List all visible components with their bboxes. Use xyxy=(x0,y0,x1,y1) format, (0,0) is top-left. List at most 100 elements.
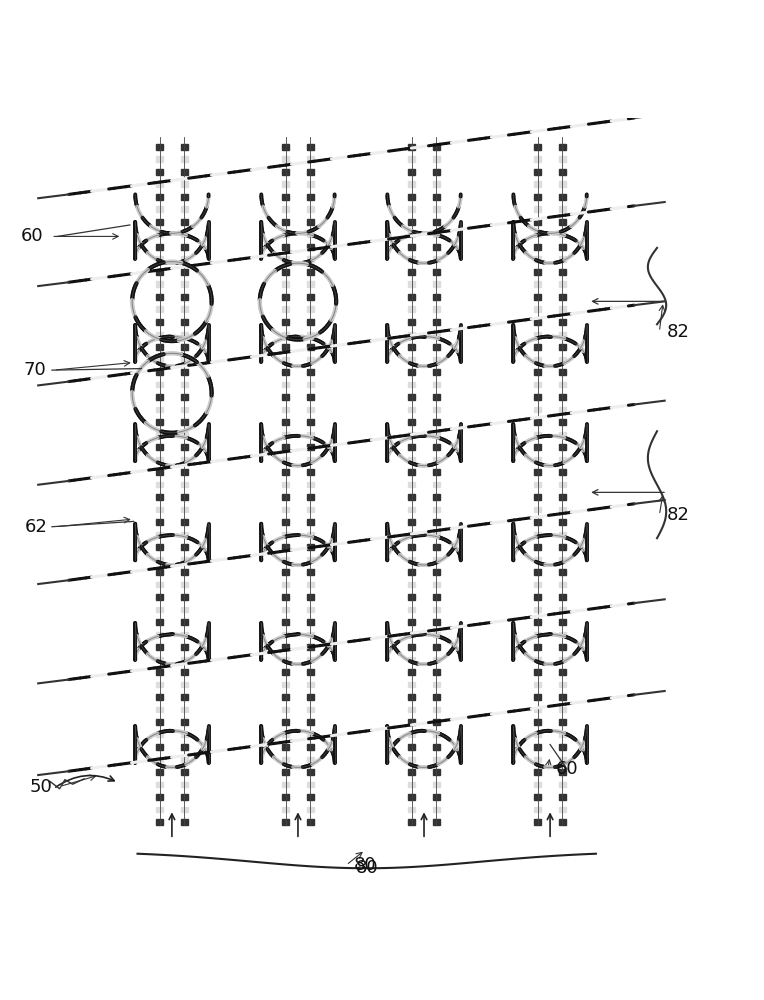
Polygon shape xyxy=(282,807,289,812)
Polygon shape xyxy=(433,256,440,262)
Polygon shape xyxy=(156,394,163,400)
Polygon shape xyxy=(156,682,163,687)
Polygon shape xyxy=(433,582,440,587)
Polygon shape xyxy=(282,644,289,650)
Polygon shape xyxy=(408,382,415,387)
Polygon shape xyxy=(282,244,289,250)
Polygon shape xyxy=(307,694,314,700)
Polygon shape xyxy=(433,644,440,650)
Polygon shape xyxy=(559,181,566,187)
Polygon shape xyxy=(408,682,415,687)
Polygon shape xyxy=(408,707,415,712)
Polygon shape xyxy=(307,644,314,650)
Polygon shape xyxy=(156,269,163,275)
Polygon shape xyxy=(433,444,440,450)
Polygon shape xyxy=(559,532,566,537)
Polygon shape xyxy=(156,181,163,187)
Polygon shape xyxy=(408,369,415,375)
Polygon shape xyxy=(156,244,163,250)
Polygon shape xyxy=(559,482,566,487)
Polygon shape xyxy=(534,281,541,287)
Polygon shape xyxy=(534,194,541,200)
Polygon shape xyxy=(181,544,188,550)
Polygon shape xyxy=(181,594,188,600)
Polygon shape xyxy=(307,419,314,425)
Polygon shape xyxy=(156,782,163,787)
Polygon shape xyxy=(433,269,440,275)
Polygon shape xyxy=(559,719,566,725)
Polygon shape xyxy=(559,256,566,262)
Polygon shape xyxy=(282,332,289,337)
Polygon shape xyxy=(559,294,566,300)
Polygon shape xyxy=(433,144,440,150)
Polygon shape xyxy=(307,607,314,612)
Polygon shape xyxy=(156,757,163,762)
Polygon shape xyxy=(408,294,415,300)
Polygon shape xyxy=(534,382,541,387)
Polygon shape xyxy=(433,306,440,312)
Polygon shape xyxy=(433,769,440,775)
Polygon shape xyxy=(156,407,163,412)
Polygon shape xyxy=(408,344,415,350)
Polygon shape xyxy=(307,757,314,762)
Polygon shape xyxy=(534,557,541,562)
Polygon shape xyxy=(181,707,188,712)
Polygon shape xyxy=(433,432,440,437)
Polygon shape xyxy=(307,332,314,337)
Polygon shape xyxy=(559,344,566,350)
Polygon shape xyxy=(433,632,440,637)
Polygon shape xyxy=(307,782,314,787)
Polygon shape xyxy=(181,519,188,525)
Polygon shape xyxy=(156,382,163,387)
Polygon shape xyxy=(559,156,566,162)
Polygon shape xyxy=(534,594,541,600)
Polygon shape xyxy=(559,757,566,762)
Polygon shape xyxy=(307,669,314,675)
Polygon shape xyxy=(433,557,440,562)
Polygon shape xyxy=(559,457,566,462)
Polygon shape xyxy=(559,794,566,800)
Polygon shape xyxy=(534,394,541,400)
Polygon shape xyxy=(534,144,541,150)
Polygon shape xyxy=(408,794,415,800)
Polygon shape xyxy=(181,457,188,462)
Polygon shape xyxy=(408,319,415,325)
Polygon shape xyxy=(307,219,314,225)
Polygon shape xyxy=(433,744,440,750)
Polygon shape xyxy=(156,419,163,425)
Polygon shape xyxy=(156,744,163,750)
Text: 50: 50 xyxy=(29,778,52,796)
Polygon shape xyxy=(534,156,541,162)
Polygon shape xyxy=(534,369,541,375)
Polygon shape xyxy=(559,682,566,687)
Polygon shape xyxy=(433,407,440,412)
Polygon shape xyxy=(156,632,163,637)
Polygon shape xyxy=(307,206,314,212)
Polygon shape xyxy=(559,469,566,475)
Polygon shape xyxy=(534,782,541,787)
Polygon shape xyxy=(433,219,440,225)
Polygon shape xyxy=(559,507,566,512)
Polygon shape xyxy=(408,256,415,262)
Polygon shape xyxy=(282,444,289,450)
Polygon shape xyxy=(433,619,440,625)
Text: 80: 80 xyxy=(354,856,377,874)
Polygon shape xyxy=(156,319,163,325)
Polygon shape xyxy=(559,807,566,812)
Polygon shape xyxy=(307,744,314,750)
Polygon shape xyxy=(534,294,541,300)
Polygon shape xyxy=(433,594,440,600)
Polygon shape xyxy=(307,269,314,275)
Polygon shape xyxy=(408,407,415,412)
Polygon shape xyxy=(156,569,163,575)
Polygon shape xyxy=(534,419,541,425)
Polygon shape xyxy=(156,507,163,512)
Text: 82: 82 xyxy=(667,323,690,341)
Polygon shape xyxy=(534,432,541,437)
Polygon shape xyxy=(534,632,541,637)
Polygon shape xyxy=(307,507,314,512)
Polygon shape xyxy=(156,557,163,562)
Polygon shape xyxy=(534,231,541,237)
Polygon shape xyxy=(156,369,163,375)
Polygon shape xyxy=(559,206,566,212)
